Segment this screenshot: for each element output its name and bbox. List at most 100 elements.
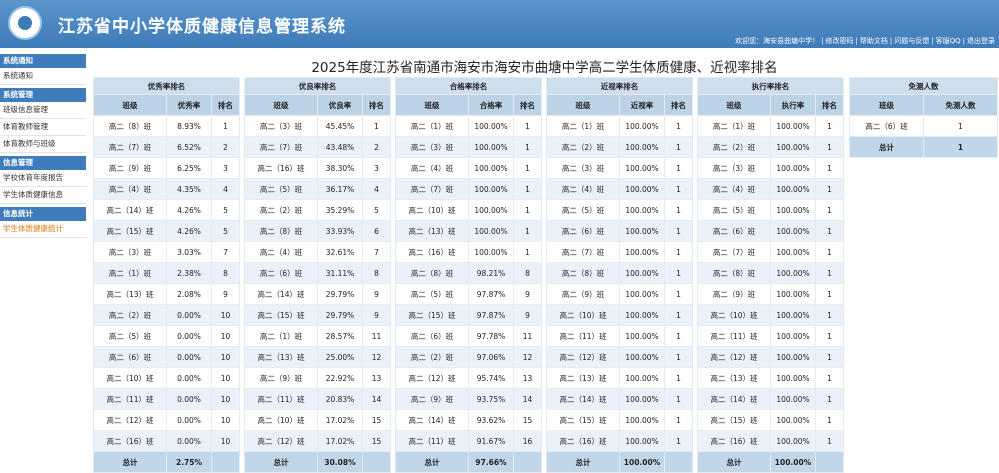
column-header-row: 班级 近视率 排名	[546, 94, 694, 116]
sidebar-section: 信息统计	[0, 207, 86, 221]
total-cell: 总计	[697, 451, 771, 473]
sidebar-item[interactable]: 体育教师管理	[0, 119, 86, 136]
table-cell: 100.00%	[770, 430, 816, 452]
table-row: 高二（16）班 38.30% 3	[244, 157, 392, 179]
top-link[interactable]: 问题与反馈	[894, 37, 930, 45]
table-cell: 1	[663, 325, 694, 347]
table-cell: 20.83%	[317, 388, 363, 410]
table-cell: 3	[210, 157, 241, 179]
table-cell: 高二（15）班	[546, 409, 620, 431]
table-cell: 1	[663, 157, 694, 179]
table-row: 高二（9）班 6.25% 3	[93, 157, 241, 179]
table-cell: 高二（3）班	[546, 157, 620, 179]
table-cell: 36.17%	[317, 178, 363, 200]
table-cell: 1	[814, 220, 845, 242]
table-cell: 1	[814, 115, 845, 137]
column-header: 班级	[546, 94, 620, 116]
sidebar-item[interactable]: 学生体质健康统计	[0, 221, 86, 238]
column-header-row: 班级 免测人数	[849, 94, 998, 116]
table-cell: 高二（16）班	[244, 157, 318, 179]
table-cell: 100.00%	[468, 199, 514, 221]
top-link[interactable]: 客服QQ	[935, 37, 961, 45]
sidebar-item[interactable]: 系统通知	[0, 68, 86, 85]
table-cell: 100.00%	[770, 325, 816, 347]
sidebar-item[interactable]: 班级信息管理	[0, 102, 86, 119]
table-cell: 35.29%	[317, 199, 363, 221]
total-cell	[361, 451, 392, 473]
table-title-row: 执行率排名	[696, 77, 845, 95]
table-cell: 高二（6）班	[697, 220, 771, 242]
column-header: 班级	[697, 94, 771, 116]
table-cell: 1	[814, 346, 845, 368]
table-row: 高二（10）班 17.02% 15	[244, 409, 392, 431]
table-title-row: 优秀率排名	[92, 77, 241, 95]
table-cell: 100.00%	[770, 367, 816, 389]
table-cell: 2.08%	[166, 283, 212, 305]
total-cell: 1	[923, 136, 998, 158]
table-row: 高二（12）班 100.00% 1	[546, 346, 694, 368]
table-row: 高二（11）班 91.67% 16	[395, 430, 543, 452]
top-link[interactable]: 帮助文档	[859, 37, 888, 45]
table-cell: 100.00%	[619, 157, 665, 179]
table-cell: 97.87%	[468, 283, 514, 305]
table-cell: 13	[512, 367, 543, 389]
table-cell: 11	[361, 325, 392, 347]
table-row: 高二（8）班 8.93% 1	[93, 115, 241, 137]
table-row: 高二（1）班 100.00% 1	[697, 115, 845, 137]
table-cell: 12	[361, 346, 392, 368]
table-cell: 1	[814, 283, 845, 305]
table-cell: 1	[512, 199, 543, 221]
table-cell: 高二（7）班	[93, 136, 167, 158]
table-cell: 高二（12）班	[93, 409, 167, 431]
table-row: 高二（4）班 100.00% 1	[395, 157, 543, 179]
table-cell: 高二（4）班	[395, 157, 469, 179]
table-row: 高二（15）班 29.79% 9	[244, 304, 392, 326]
table-cell: 1	[923, 115, 998, 137]
table-cell: 28.57%	[317, 325, 363, 347]
sidebar-item[interactable]: 学生体质健康信息	[0, 187, 86, 204]
table-row: 高二（6）班 100.00% 1	[697, 220, 845, 242]
table-cell: 10	[210, 430, 241, 452]
column-header-row: 班级 执行率 排名	[697, 94, 845, 116]
sidebar-item[interactable]: 体育教师与班级	[0, 136, 86, 153]
table-row: 高二（8）班 100.00% 1	[546, 262, 694, 284]
table-cell: 1	[814, 157, 845, 179]
table-cell: 10	[210, 304, 241, 326]
table-cell: 1	[663, 304, 694, 326]
top-link[interactable]: 修改密码	[825, 37, 854, 45]
table-cell: 高二（5）班	[93, 325, 167, 347]
total-cell: 总计	[93, 451, 167, 473]
table-cell: 高二（5）班	[546, 199, 620, 221]
table-cell: 8	[210, 262, 241, 284]
table-cell: 100.00%	[619, 262, 665, 284]
table-cell: 高二（3）班	[93, 241, 167, 263]
sidebar-item[interactable]: 学校体育年度报告	[0, 170, 86, 187]
table-row: 高二（12）班 0.00% 10	[93, 409, 241, 431]
total-cell: 97.66%	[468, 451, 514, 473]
table-cell: 9	[361, 304, 392, 326]
total-cell: 总计	[849, 136, 924, 158]
table-cell: 高二（7）班	[546, 241, 620, 263]
table-row: 高二（12）班 17.02% 15	[244, 430, 392, 452]
table-row: 高二（10）班 100.00% 1	[546, 304, 694, 326]
table-cell: 1	[814, 178, 845, 200]
total-cell: 100.00%	[619, 451, 665, 473]
table-row: 高二（10）班 100.00% 1	[395, 199, 543, 221]
table-row: 高二（6）班 31.11% 8	[244, 262, 392, 284]
table-cell: 100.00%	[770, 136, 816, 158]
table-row: 高二（11）班 0.00% 10	[93, 388, 241, 410]
table-cell: 1	[512, 115, 543, 137]
table-cell: 1	[663, 115, 694, 137]
table-cell: 高二（9）班	[546, 283, 620, 305]
table-cell: 高二（6）班	[395, 325, 469, 347]
total-cell: 100.00%	[770, 451, 816, 473]
table-cell: 1	[663, 262, 694, 284]
total-row: 总计 1	[849, 136, 998, 158]
table-cell: 高二（6）班	[546, 220, 620, 242]
table-cell: 高二（3）班	[697, 157, 771, 179]
top-link[interactable]: 退出登录	[967, 37, 995, 45]
table-cell: 5	[210, 199, 241, 221]
table-cell: 0.00%	[166, 388, 212, 410]
top-links: 欢迎您：海安县曲塘中学！ | 修改密码 | 帮助文档 | 问题与反馈 | 客服QQ | 退出登录	[735, 37, 995, 45]
